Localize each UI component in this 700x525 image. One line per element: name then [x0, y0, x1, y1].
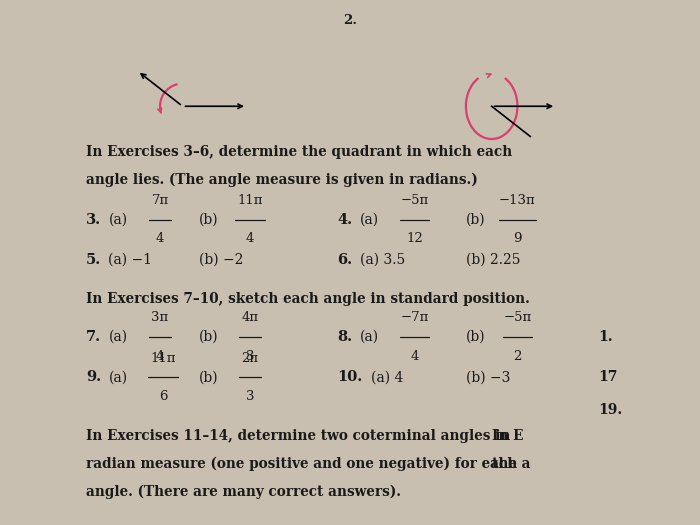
Text: 3.: 3. — [86, 213, 101, 227]
Text: 5.: 5. — [86, 253, 101, 267]
Text: the a: the a — [491, 457, 530, 471]
Text: 6: 6 — [159, 390, 167, 403]
Text: 7.: 7. — [86, 330, 101, 344]
Text: (b): (b) — [199, 330, 218, 344]
Text: 19.: 19. — [598, 403, 622, 417]
Text: 4.: 4. — [337, 213, 352, 227]
Text: 4: 4 — [410, 350, 419, 363]
Text: 4π: 4π — [241, 311, 259, 324]
Text: 7π: 7π — [151, 194, 169, 207]
Text: 2.: 2. — [343, 14, 357, 27]
Text: (b) −2: (b) −2 — [199, 253, 243, 267]
Text: (b): (b) — [199, 213, 218, 227]
Text: (a): (a) — [360, 213, 379, 227]
Text: 9: 9 — [513, 232, 522, 245]
Text: −13π: −13π — [499, 194, 536, 207]
Text: radian measure (one positive and one negative) for each: radian measure (one positive and one neg… — [86, 457, 517, 471]
Text: 11π: 11π — [237, 194, 263, 207]
Text: In Exercises 11–14, determine two coterminal angles in: In Exercises 11–14, determine two coterm… — [86, 429, 510, 444]
Text: 8.: 8. — [337, 330, 352, 344]
Text: −5π: −5π — [400, 194, 428, 207]
Text: −7π: −7π — [400, 311, 428, 324]
Text: (a): (a) — [360, 330, 379, 344]
Text: angle lies. (The angle measure is given in radians.): angle lies. (The angle measure is given … — [86, 172, 477, 186]
Text: In Exercises 3–6, determine the quadrant in which each: In Exercises 3–6, determine the quadrant… — [86, 144, 512, 159]
Text: (a): (a) — [108, 330, 127, 344]
Text: (b): (b) — [466, 213, 486, 227]
Text: (a): (a) — [108, 213, 127, 227]
Text: 1.: 1. — [598, 330, 612, 344]
Text: 17: 17 — [598, 371, 617, 384]
Text: 4: 4 — [156, 350, 164, 363]
Text: angle. (There are many correct answers).: angle. (There are many correct answers). — [86, 485, 401, 499]
Text: (b): (b) — [466, 330, 486, 344]
Text: (b) 2.25: (b) 2.25 — [466, 253, 520, 267]
Text: 11π: 11π — [150, 352, 176, 365]
Text: (a) −1: (a) −1 — [108, 253, 153, 267]
Text: −5π: −5π — [503, 311, 531, 324]
Text: (a) 4: (a) 4 — [371, 371, 404, 384]
Text: 3: 3 — [246, 350, 254, 363]
Text: 9.: 9. — [86, 371, 101, 384]
Text: In E: In E — [491, 429, 523, 444]
Text: 6.: 6. — [337, 253, 352, 267]
Text: In Exercises 7–10, sketch each angle in standard position.: In Exercises 7–10, sketch each angle in … — [86, 292, 530, 306]
Text: 4: 4 — [156, 232, 164, 245]
Text: 3: 3 — [246, 390, 254, 403]
Text: (a): (a) — [108, 371, 127, 384]
Text: (b) −3: (b) −3 — [466, 371, 510, 384]
Text: (a) 3.5: (a) 3.5 — [360, 253, 405, 267]
Text: 3π: 3π — [151, 311, 169, 324]
Text: 10.: 10. — [337, 371, 363, 384]
Text: 2π: 2π — [241, 352, 259, 365]
Text: 2: 2 — [513, 350, 522, 363]
Text: (b): (b) — [199, 371, 218, 384]
Text: 12: 12 — [406, 232, 423, 245]
Text: 4: 4 — [246, 232, 254, 245]
